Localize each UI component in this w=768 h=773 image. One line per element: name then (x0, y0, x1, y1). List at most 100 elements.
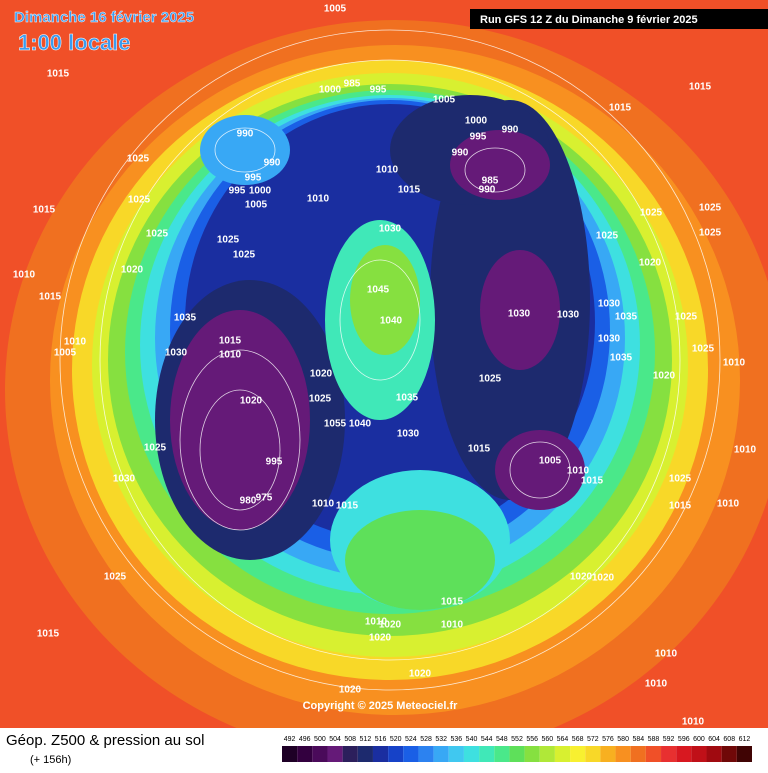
isobar-label: 1015 (468, 444, 491, 455)
isobar-label: 1005 (54, 348, 77, 359)
scale-label: 500 (314, 736, 326, 743)
scale-label: 536 (451, 736, 463, 743)
isobar-label: 1025 (699, 228, 722, 239)
isobar-label: 1025 (104, 572, 127, 583)
scale-cell (282, 746, 298, 762)
isobar-label: 1025 (675, 312, 698, 323)
scale-cell (327, 746, 343, 762)
run-box (470, 9, 768, 29)
scale-label: 580 (617, 736, 629, 743)
isobar-label: 1020 (121, 265, 144, 276)
isobar-label: 1025 (669, 474, 692, 485)
isobar-label: 1040 (349, 419, 372, 430)
isobar-label: 1025 (640, 208, 663, 219)
scale-label: 540 (466, 736, 478, 743)
scale-label: 524 (405, 736, 417, 743)
lead-time: (+ 156h) (30, 754, 71, 766)
isobar-label: 1020 (653, 371, 676, 382)
isobar-label: 1005 (324, 4, 347, 15)
isobar-label: 1045 (367, 285, 390, 296)
isobar-label: 1025 (692, 344, 715, 355)
isobar-label: 1015 (669, 501, 692, 512)
scale-cell (676, 746, 692, 762)
scale-label: 552 (511, 736, 523, 743)
scale-cell (494, 746, 510, 762)
isobar-label: 1025 (699, 203, 722, 214)
scale-label: 564 (557, 736, 569, 743)
map-time: 1:00 locale (18, 30, 131, 55)
isobar-label: 1020 (369, 633, 392, 644)
isobar-label: 995 (470, 132, 487, 143)
scale-cell (736, 746, 752, 762)
isobar-label: 1025 (479, 374, 502, 385)
isobar-label: 1020 (339, 685, 362, 696)
scale-label: 556 (526, 736, 538, 743)
scale-label: 544 (481, 736, 493, 743)
scale-label: 560 (541, 736, 553, 743)
scale-cell (721, 746, 737, 762)
isobar-label: 1005 (433, 95, 456, 106)
isobar-label: 1030 (598, 334, 621, 345)
isobar-label: 1010 (13, 270, 36, 281)
isobars (59, 29, 721, 691)
scale-label: 604 (708, 736, 720, 743)
scale-cell (388, 746, 404, 762)
isobar-label: 1010 (734, 445, 757, 456)
scale-label: 508 (344, 736, 356, 743)
isobar-label: 1010 (312, 499, 335, 510)
isobar-label: 1010 (64, 337, 87, 348)
isobar-label: 1020 (639, 258, 662, 269)
isobar-label: 1025 (233, 250, 256, 261)
isobar-label: 990 (479, 185, 496, 196)
isobar-label: 1005 (539, 456, 562, 467)
color-scale: 492 496 500 504 508 512 516 520 524 528 532 536 540 5… (282, 736, 752, 762)
scale-label: 608 (723, 736, 735, 743)
scale-cell (342, 746, 358, 762)
scale-label: 532 (435, 736, 447, 743)
isobar-label: 995 (245, 173, 262, 184)
scale-cell (312, 746, 328, 762)
isobar-label: 975 (256, 493, 273, 504)
scale-cell (600, 746, 616, 762)
scale-cell (297, 746, 313, 762)
isobar-label: 1010 (682, 717, 705, 728)
map-date: Dimanche 16 février 2025 (14, 9, 194, 26)
scale-label: 596 (678, 736, 690, 743)
isobar-label: 1000 (465, 116, 488, 127)
scale-cell (372, 746, 389, 762)
isobar-label: 1000 (249, 186, 272, 197)
isobar-label: 1015 (609, 103, 632, 114)
scale-label: 584 (632, 736, 644, 743)
isobar-label: 985 (482, 176, 499, 187)
isobar-label: 990 (502, 125, 519, 136)
isobar-label: 1025 (128, 195, 151, 206)
isobar-label: 995 (229, 186, 246, 197)
isobar-label: 1030 (557, 310, 580, 321)
isobar-label: 1010 (441, 620, 464, 631)
scale-cell (691, 746, 707, 762)
scale-cell (661, 746, 677, 762)
isobar-label: 1010 (717, 499, 740, 510)
isobar-label: 1010 (723, 358, 746, 369)
scale-cell (630, 746, 646, 762)
scale-label: 496 (299, 736, 311, 743)
scale-cell (448, 746, 464, 762)
isobar-label: 990 (264, 158, 281, 169)
isobar-label: 1030 (165, 348, 188, 359)
scale-cell (524, 746, 540, 762)
scale-cell (554, 746, 571, 762)
scale-label: 612 (739, 736, 751, 743)
scale-cell (479, 746, 495, 762)
isobar-label: 1015 (441, 597, 464, 608)
isobar-label: 1025 (146, 229, 169, 240)
isobar-label: 1010 (365, 617, 388, 628)
scale-cell (645, 746, 662, 762)
isobar-label: 1025 (596, 231, 619, 242)
isobar-label: 1020 (240, 396, 263, 407)
scale-label: 600 (693, 736, 705, 743)
scale-cell (463, 746, 480, 762)
scale-cell (539, 746, 555, 762)
isobar-label: 1020 (570, 572, 593, 583)
